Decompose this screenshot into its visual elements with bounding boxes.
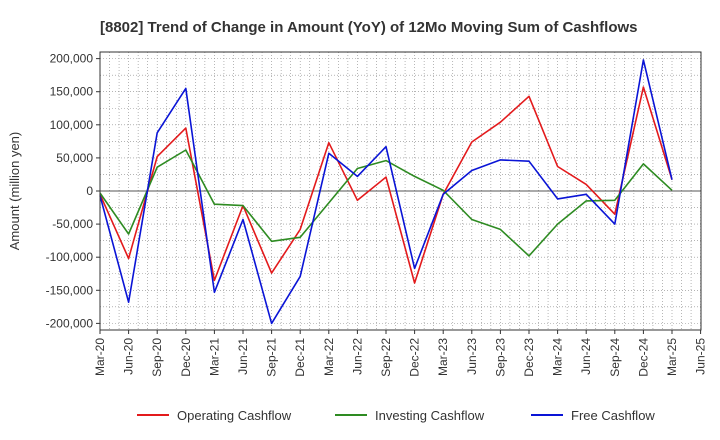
x-tick-label: Dec-23 <box>522 338 536 377</box>
y-tick-label: -200,000 <box>46 316 94 330</box>
series-line-investing-cashflow <box>99 149 673 257</box>
legend-label-operating-cashflow: Operating Cashflow <box>177 408 292 423</box>
x-tick-label: Mar-21 <box>207 338 221 376</box>
x-tick-label: Mar-24 <box>551 338 565 376</box>
y-tick-label: -150,000 <box>46 283 94 297</box>
x-tick-label: Jun-21 <box>236 338 250 375</box>
x-tick-label: Dec-22 <box>408 338 422 377</box>
x-tick-label: Sep-24 <box>608 338 622 377</box>
x-axis-ticks: Mar-20 Jun-20 Sep-20 Dec-20 Mar-21 Jun-21 Sep-… <box>93 330 708 377</box>
legend-label-investing-cashflow: Investing Cashflow <box>375 408 485 423</box>
series-line-free-cashflow <box>99 59 673 325</box>
y-axis-label: Amount (million yen) <box>7 132 22 251</box>
x-tick-label: Jun-24 <box>579 338 593 375</box>
x-tick-label: Mar-23 <box>436 338 450 376</box>
x-tick-label: Dec-20 <box>179 338 193 377</box>
y-tick-label: 200,000 <box>50 52 94 66</box>
x-tick-label: Mar-25 <box>665 338 679 376</box>
y-tick-label: -100,000 <box>46 250 94 264</box>
x-tick-label: Mar-22 <box>322 338 336 376</box>
y-tick-label: -50,000 <box>52 217 93 231</box>
series-lines <box>99 59 673 325</box>
chart-title: [8802] Trend of Change in Amount (YoY) o… <box>100 19 638 36</box>
legend: Operating Cashflow Investing Cashflow Free… <box>137 408 655 423</box>
x-tick-label: Sep-20 <box>150 338 164 377</box>
x-tick-label: Dec-24 <box>636 338 650 377</box>
y-tick-label: 100,000 <box>50 118 94 132</box>
x-tick-label: Dec-21 <box>293 338 307 377</box>
x-tick-label: Jun-23 <box>465 338 479 375</box>
y-tick-label: 0 <box>86 184 93 198</box>
x-tick-label: Mar-20 <box>93 338 107 376</box>
x-tick-label: Jun-20 <box>122 338 136 375</box>
x-tick-label: Sep-23 <box>493 338 507 377</box>
y-tick-label: 150,000 <box>50 85 94 99</box>
y-tick-label: 50,000 <box>56 151 93 165</box>
x-tick-label: Jun-25 <box>694 338 708 375</box>
x-tick-label: Sep-22 <box>379 338 393 377</box>
series-line-operating-cashflow <box>99 86 673 284</box>
x-tick-label: Jun-22 <box>350 338 364 375</box>
y-axis-ticks: 200,000 150,000 100,000 50,000 0 -50,000 -100,… <box>46 52 100 330</box>
x-tick-label: Sep-21 <box>265 338 279 377</box>
legend-label-free-cashflow: Free Cashflow <box>571 408 655 423</box>
